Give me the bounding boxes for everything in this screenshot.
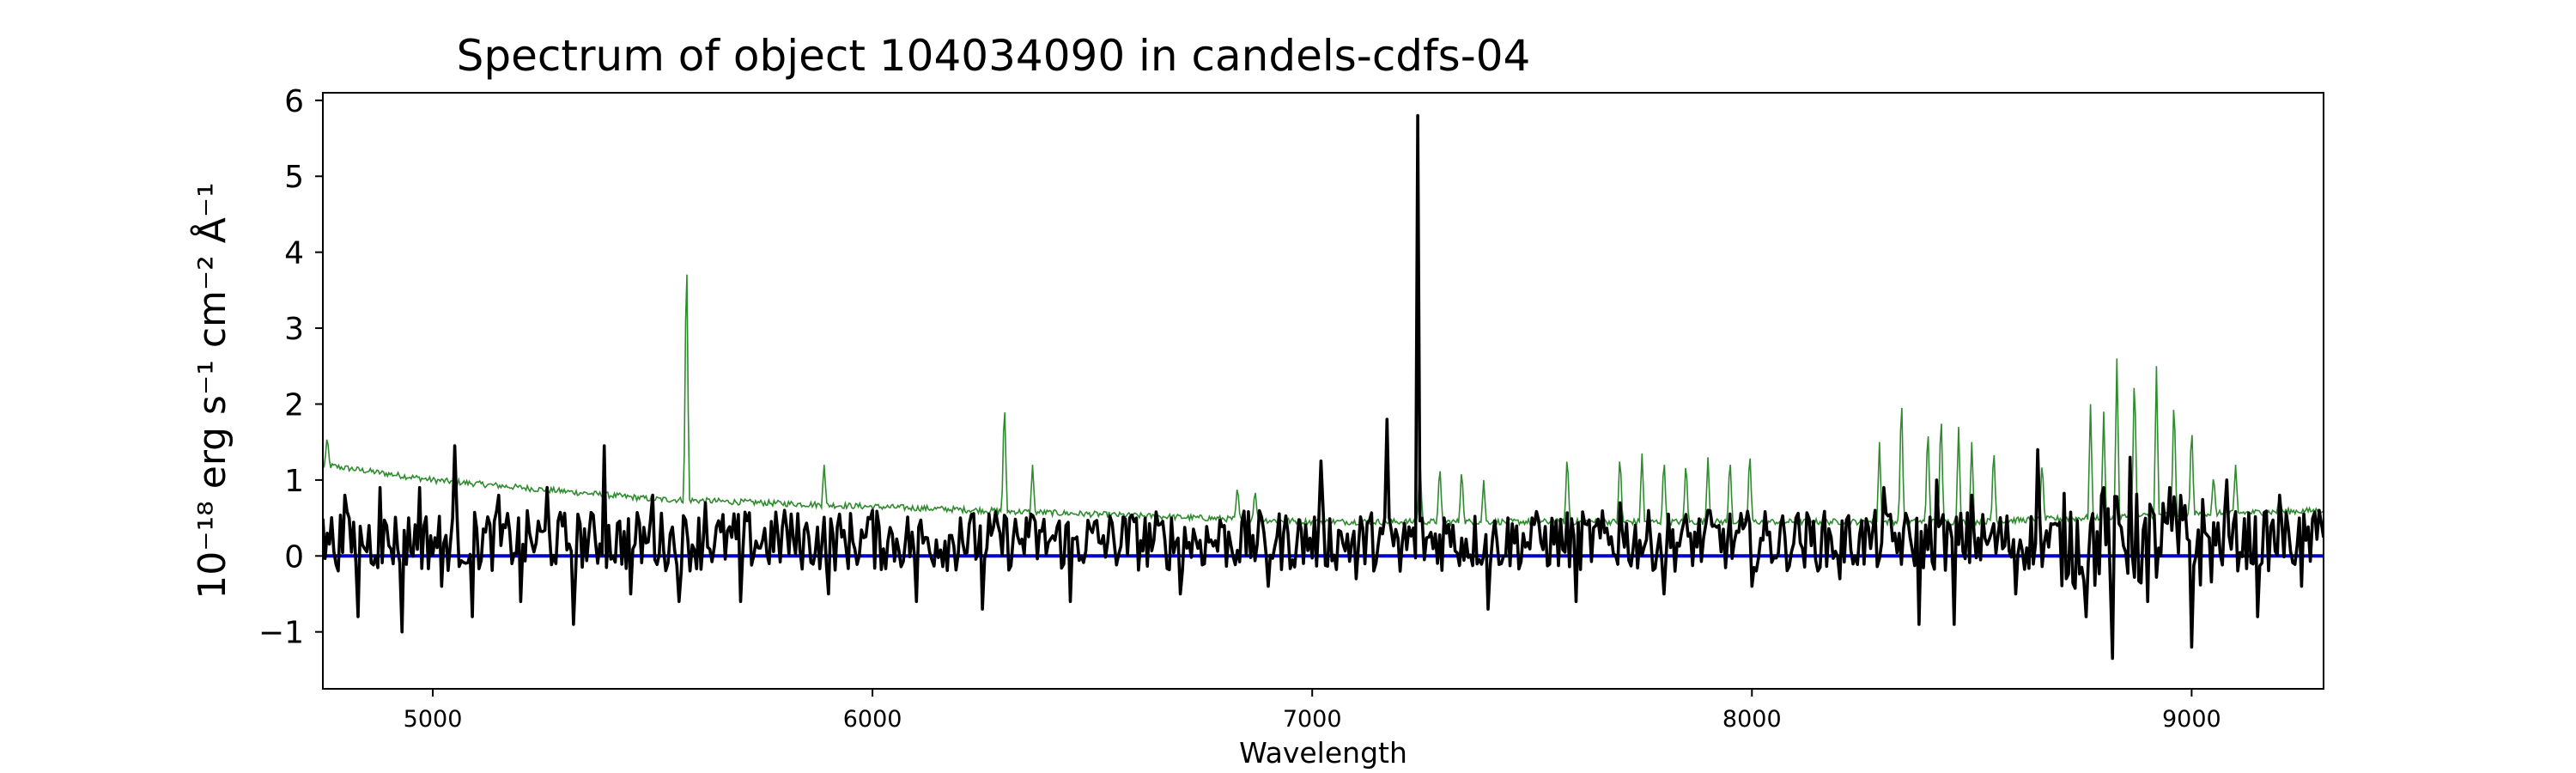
y-axis-label: 10⁻¹⁸ erg s⁻¹ cm⁻² Å⁻¹ xyxy=(189,182,234,599)
x-tick-label: 5000 xyxy=(404,706,463,733)
y-tick-label: 2 xyxy=(284,387,304,423)
plot-area xyxy=(323,113,2324,660)
y-tick-label: 1 xyxy=(284,464,304,499)
y-tick-label: 0 xyxy=(284,539,304,575)
y-tick-label: 6 xyxy=(284,84,304,119)
y-tick-label: 3 xyxy=(284,312,304,347)
x-tick-label: 8000 xyxy=(1722,706,1782,733)
x-tick-label: 6000 xyxy=(843,706,902,733)
y-tick-label: 5 xyxy=(284,160,304,195)
plot-frame xyxy=(322,92,2324,690)
y-tick-label: 4 xyxy=(284,236,304,271)
chart-title: Spectrum of object 104034090 in candels-… xyxy=(457,31,1531,81)
y-tick-label: −1 xyxy=(258,616,304,651)
x-axis-label: Wavelength xyxy=(1239,736,1407,770)
x-tick-label: 9000 xyxy=(2162,706,2221,733)
x-tick-label: 7000 xyxy=(1283,706,1342,733)
axes: 5000 6000 7000 8000 9000 −1 0 1 2 3 4 5 6 xyxy=(258,84,2221,733)
flux-series-line xyxy=(323,113,2324,660)
